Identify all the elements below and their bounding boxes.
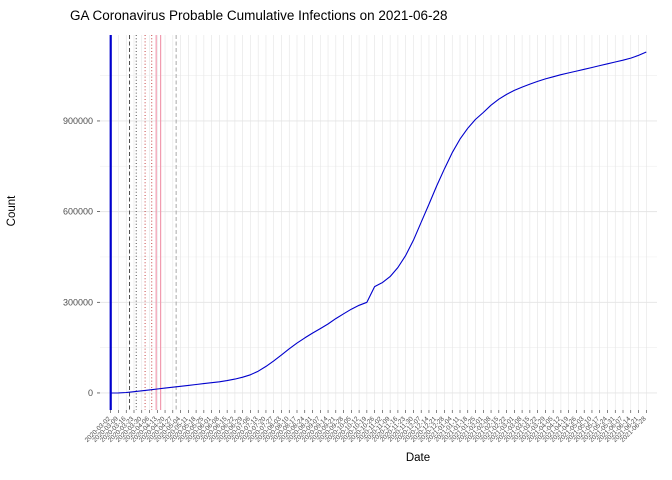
y-tick-label: 0 — [88, 388, 93, 398]
y-tick-label: 600000 — [63, 207, 93, 217]
x-axis-label: Date — [405, 452, 431, 464]
plot-panel — [100, 35, 657, 410]
y-tick-label: 900000 — [63, 116, 93, 126]
y-tick-label: 300000 — [63, 297, 93, 307]
data-line — [110, 51, 647, 394]
y-axis-label: Count — [6, 195, 18, 227]
chart-title: GA Coronavirus Probable Cumulative Infec… — [70, 8, 448, 23]
